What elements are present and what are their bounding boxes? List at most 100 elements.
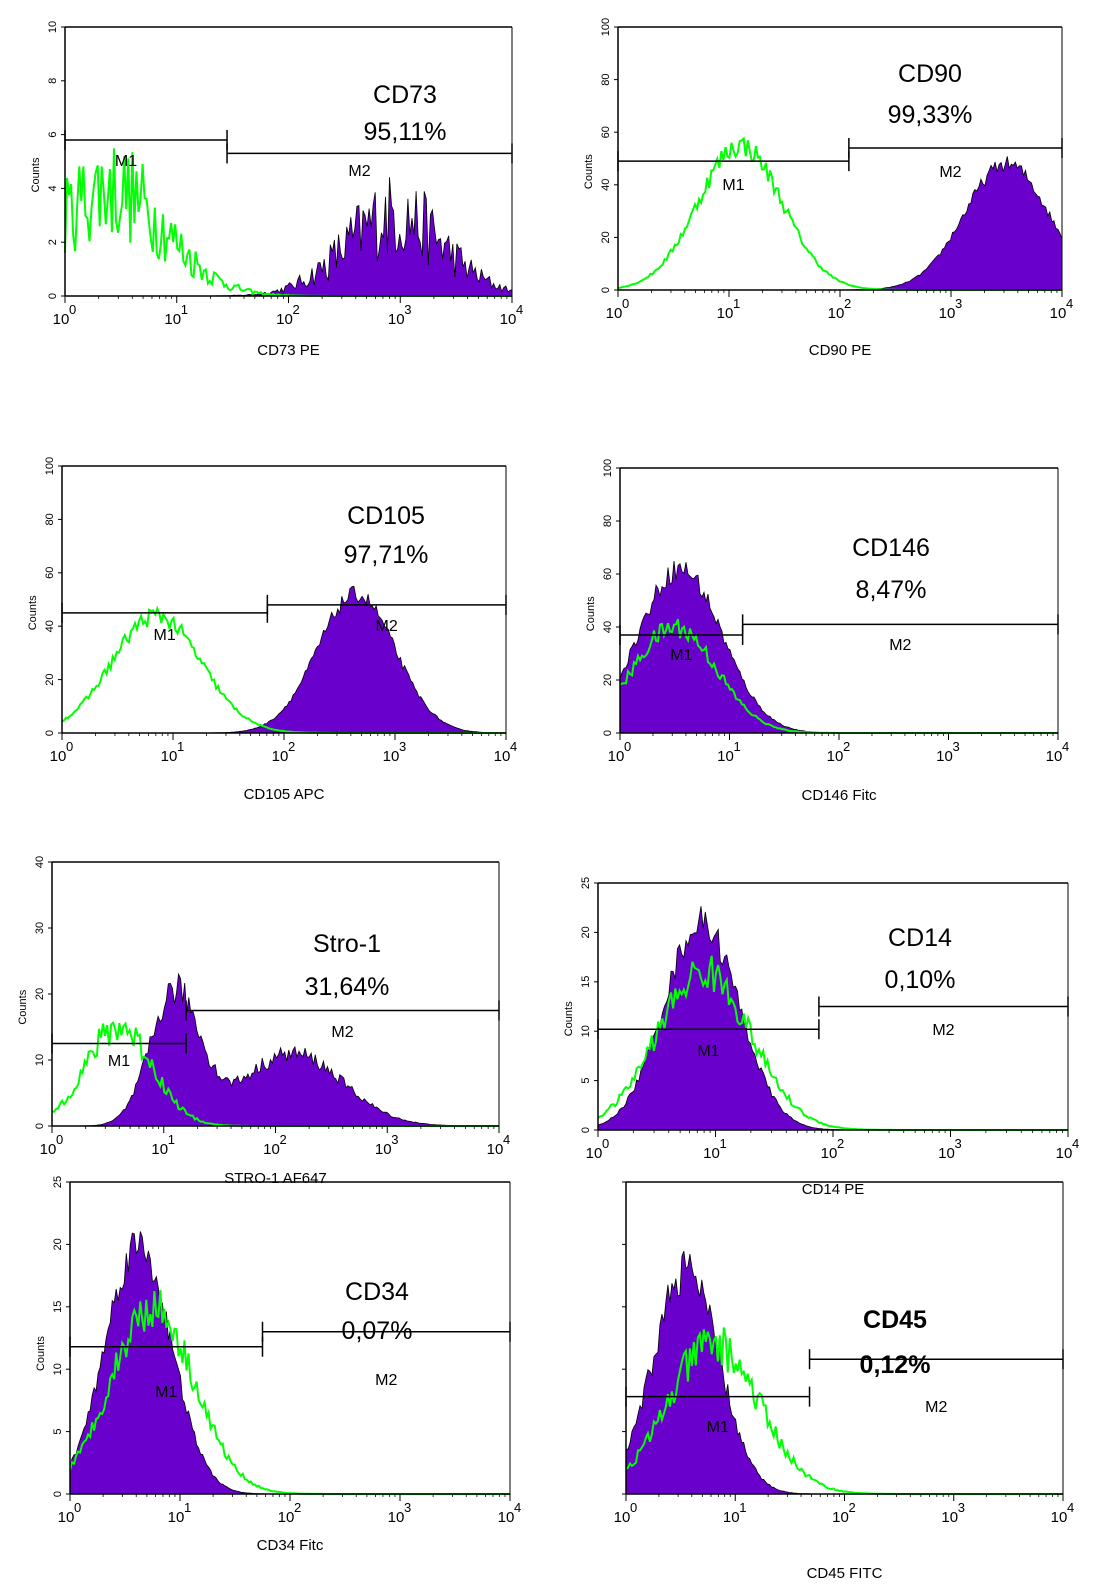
y-tick-label: 40 xyxy=(44,620,56,632)
test-histogram xyxy=(598,906,1068,1130)
panel-percentage: 99,33% xyxy=(888,101,973,129)
panel-title: CD146 xyxy=(852,534,930,562)
x-tick-exponent: 3 xyxy=(399,739,406,754)
x-tick-exponent: 1 xyxy=(739,1500,746,1515)
x-tick-label: 10 xyxy=(164,311,181,328)
x-tick-exponent: 0 xyxy=(602,1136,609,1151)
y-tick-label: 0 xyxy=(580,1127,592,1133)
y-tick-label: 20 xyxy=(34,988,46,1000)
x-axis-label: CD45 FITC xyxy=(807,1565,883,1582)
y-tick-label: 80 xyxy=(44,513,56,525)
y-tick-label: 10 xyxy=(34,1054,46,1066)
test-histogram xyxy=(62,586,506,733)
marker-m1-label: M1 xyxy=(670,647,692,664)
x-tick-exponent: 4 xyxy=(514,1500,521,1515)
y-tick-label: 80 xyxy=(602,515,614,527)
y-axis-label: Counts xyxy=(563,1001,575,1036)
x-tick-exponent: 2 xyxy=(843,739,850,754)
x-tick-exponent: 2 xyxy=(837,1136,844,1151)
x-axis-label: CD14 PE xyxy=(802,1181,865,1198)
x-tick-label: 10 xyxy=(388,1509,405,1526)
panel-title: CD45 xyxy=(863,1306,927,1334)
x-tick-label: 10 xyxy=(832,1509,849,1526)
x-tick-exponent: 1 xyxy=(168,1132,175,1147)
x-tick-exponent: 0 xyxy=(624,739,631,754)
y-tick-label: 4 xyxy=(47,185,59,191)
x-tick-label: 10 xyxy=(828,305,845,322)
x-tick-label: 10 xyxy=(40,1141,57,1158)
y-tick-label: 5 xyxy=(52,1429,64,1435)
x-axis-label: STRO-1 AF647 xyxy=(224,1170,327,1187)
y-axis-label: Counts xyxy=(30,157,42,192)
y-tick-label: 25 xyxy=(580,877,592,889)
x-tick-exponent: 4 xyxy=(1062,739,1069,754)
marker-m2-label: M2 xyxy=(889,637,911,654)
marker-m1-label: M1 xyxy=(108,1053,130,1070)
x-tick-label: 10 xyxy=(939,305,956,322)
y-tick-label: 100 xyxy=(44,457,56,475)
test-histogram xyxy=(70,1231,510,1494)
x-tick-label: 10 xyxy=(614,1509,631,1526)
x-tick-label: 10 xyxy=(941,1509,958,1526)
x-tick-exponent: 2 xyxy=(280,1132,287,1147)
x-tick-exponent: 1 xyxy=(177,739,184,754)
x-tick-label: 10 xyxy=(1056,1145,1073,1162)
panel-percentage: 8,47% xyxy=(856,576,927,604)
x-tick-exponent: 4 xyxy=(1072,1136,1079,1151)
x-tick-exponent: 1 xyxy=(720,1136,727,1151)
marker-m1-label: M1 xyxy=(697,1043,719,1060)
x-tick-label: 10 xyxy=(1050,305,1067,322)
x-tick-label: 10 xyxy=(1046,748,1063,765)
y-tick-label: 100 xyxy=(602,459,614,477)
x-axis-label: CD105 APC xyxy=(244,786,325,803)
panel-title: CD105 xyxy=(347,502,425,530)
y-tick-label: 10 xyxy=(52,1363,64,1375)
x-tick-label: 10 xyxy=(703,1145,720,1162)
x-tick-exponent: 4 xyxy=(1067,1500,1074,1515)
x-tick-exponent: 3 xyxy=(404,1500,411,1515)
x-tick-label: 10 xyxy=(500,311,517,328)
x-tick-label: 10 xyxy=(58,1509,75,1526)
x-axis-label: CD90 PE xyxy=(809,342,872,359)
panel-title: CD73 xyxy=(373,81,437,109)
y-tick-label: 0 xyxy=(34,1123,46,1129)
x-tick-exponent: 3 xyxy=(955,296,962,311)
y-tick-label: 0 xyxy=(602,730,614,736)
y-tick-label: 60 xyxy=(44,567,56,579)
panel-percentage: 97,71% xyxy=(344,541,429,569)
x-tick-exponent: 2 xyxy=(293,302,300,317)
x-tick-label: 10 xyxy=(494,748,511,765)
x-tick-label: 10 xyxy=(388,311,405,328)
y-axis-label: Counts xyxy=(17,989,29,1024)
y-tick-label: 15 xyxy=(52,1301,64,1313)
marker-m1-label: M1 xyxy=(707,1419,729,1436)
y-axis-label: Counts xyxy=(583,154,595,189)
y-tick-label: 15 xyxy=(580,976,592,988)
x-tick-label: 10 xyxy=(278,1509,295,1526)
marker-m2-label: M2 xyxy=(331,1024,353,1041)
x-tick-exponent: 4 xyxy=(510,739,517,754)
x-tick-exponent: 4 xyxy=(516,302,523,317)
x-tick-label: 10 xyxy=(606,305,623,322)
panel-title: CD90 xyxy=(898,60,962,88)
y-tick-label: 40 xyxy=(34,856,46,868)
panel-percentage: 0,12% xyxy=(860,1351,931,1379)
x-tick-label: 10 xyxy=(717,748,734,765)
x-tick-exponent: 1 xyxy=(184,1500,191,1515)
marker-m1-label: M1 xyxy=(722,177,744,194)
x-tick-label: 10 xyxy=(161,748,178,765)
x-tick-exponent: 0 xyxy=(69,302,76,317)
marker-m2-label: M2 xyxy=(376,618,398,635)
marker-m2-label: M2 xyxy=(925,1399,947,1416)
panel-title: Stro-1 xyxy=(313,930,381,958)
x-tick-label: 10 xyxy=(717,305,734,322)
x-tick-exponent: 3 xyxy=(391,1132,398,1147)
y-tick-label: 20 xyxy=(44,673,56,685)
y-tick-label: 10 xyxy=(580,1025,592,1037)
x-tick-exponent: 1 xyxy=(733,296,740,311)
y-tick-label: 40 xyxy=(602,621,614,633)
x-axis-label: CD34 Fitc xyxy=(257,1537,324,1554)
